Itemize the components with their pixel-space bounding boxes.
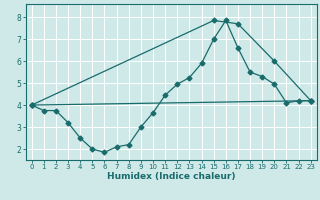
X-axis label: Humidex (Indice chaleur): Humidex (Indice chaleur): [107, 172, 236, 181]
